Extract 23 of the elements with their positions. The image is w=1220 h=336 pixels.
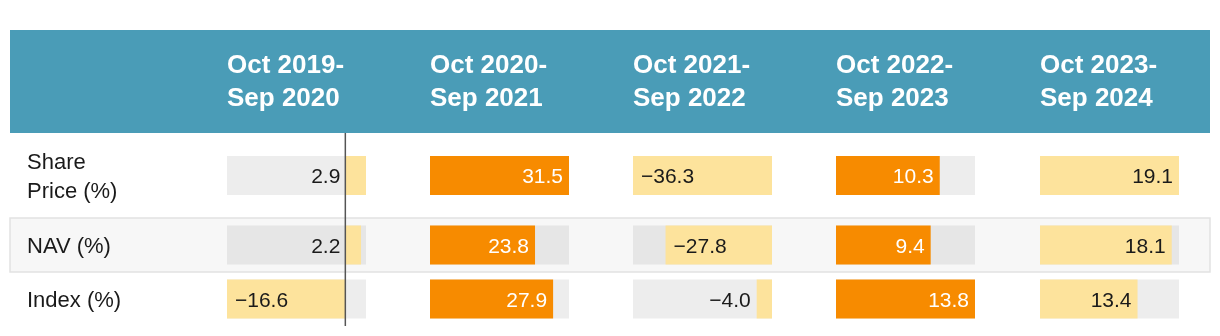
data-label: −36.3 (641, 164, 695, 188)
data-label: 18.1 (1124, 233, 1166, 257)
chart-title: Oct 2020-Sep 2021 (430, 49, 548, 112)
y-tick-label: Share Price (%) (27, 148, 118, 203)
data-label: 10.3 (892, 164, 934, 188)
data-label: −4.0 (709, 287, 751, 311)
data-label: 27.9 (506, 287, 548, 311)
data-label: 13.4 (1090, 287, 1132, 311)
chart-title: Oct 2023-Sep 2024 (1040, 49, 1158, 112)
chart-title: Oct 2022-Sep 2023 (836, 49, 954, 112)
data-label: 9.4 (895, 233, 925, 257)
y-tick-label: Index (%) (27, 286, 122, 312)
data-label: 23.8 (488, 233, 530, 257)
data-label: 19.1 (1132, 164, 1173, 188)
data-label: −16.6 (235, 287, 289, 311)
data-label: 31.5 (522, 164, 563, 188)
data-label: 2.9 (311, 164, 341, 188)
data-label: 2.2 (311, 233, 341, 257)
y-tick-label: NAV (%) (27, 232, 111, 258)
chart-title: Oct 2019-Sep 2020 (227, 49, 345, 112)
chart-title: Oct 2021-Sep 2022 (633, 49, 751, 112)
data-label: −27.8 (673, 233, 727, 257)
data-label: 13.8 (928, 287, 969, 311)
